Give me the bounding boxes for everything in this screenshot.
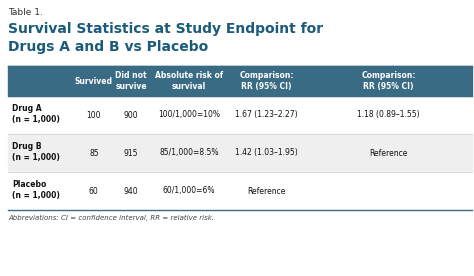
- Text: 85/1,000=8.5%: 85/1,000=8.5%: [159, 148, 219, 158]
- Text: Drug B
(n = 1,000): Drug B (n = 1,000): [12, 142, 60, 162]
- Text: 1.67 (1.23–2.27): 1.67 (1.23–2.27): [236, 110, 298, 120]
- Text: Survived: Survived: [75, 76, 113, 86]
- Bar: [8, 172, 472, 210]
- Text: Reference: Reference: [369, 148, 408, 158]
- Bar: [8, 134, 472, 172]
- Bar: [8, 66, 472, 96]
- Text: Drug A
(n = 1,000): Drug A (n = 1,000): [12, 104, 60, 124]
- Text: 100/1,000=10%: 100/1,000=10%: [158, 110, 220, 120]
- Bar: [8, 96, 472, 134]
- Text: Reference: Reference: [247, 187, 286, 195]
- Text: 60/1,000=6%: 60/1,000=6%: [163, 187, 215, 195]
- Text: Table 1.: Table 1.: [8, 8, 43, 17]
- Text: 1.18 (0.89–1.55): 1.18 (0.89–1.55): [357, 110, 420, 120]
- Text: 100: 100: [87, 110, 101, 120]
- Text: Abbreviations: CI = confidence interval, RR = relative risk.: Abbreviations: CI = confidence interval,…: [8, 215, 214, 221]
- Text: Survival Statistics at Study Endpoint for: Survival Statistics at Study Endpoint fo…: [8, 22, 323, 36]
- Text: Did not
survive: Did not survive: [115, 71, 147, 91]
- Text: 915: 915: [124, 148, 138, 158]
- Text: Comparison:
RR (95% CI): Comparison: RR (95% CI): [239, 71, 294, 91]
- Text: 1.42 (1.03–1.95): 1.42 (1.03–1.95): [235, 148, 298, 158]
- Text: 60: 60: [89, 187, 99, 195]
- Text: Placebo
(n = 1,000): Placebo (n = 1,000): [12, 180, 60, 200]
- Text: Drugs A and B vs Placebo: Drugs A and B vs Placebo: [8, 40, 208, 54]
- Text: Comparison:
RR (95% CI): Comparison: RR (95% CI): [361, 71, 416, 91]
- Text: 940: 940: [124, 187, 138, 195]
- Text: 900: 900: [124, 110, 138, 120]
- Text: Absolute risk of
survival: Absolute risk of survival: [155, 71, 223, 91]
- Text: 85: 85: [89, 148, 99, 158]
